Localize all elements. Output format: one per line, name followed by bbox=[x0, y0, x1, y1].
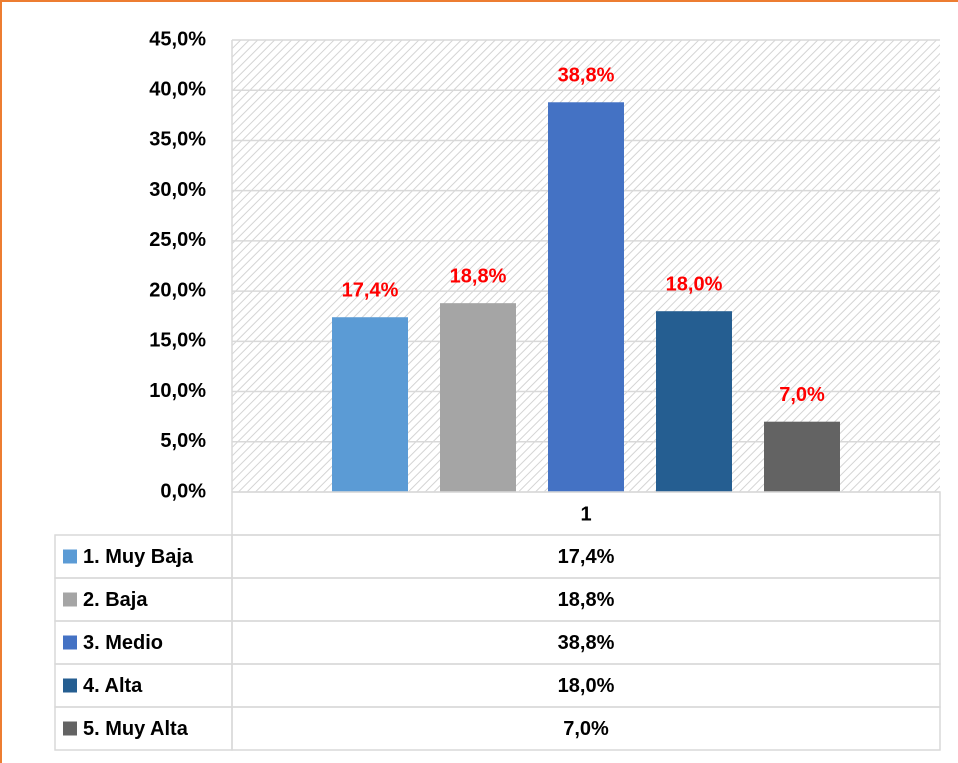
table-value: 38,8% bbox=[558, 632, 615, 654]
bar bbox=[656, 311, 732, 492]
y-tick-label: 10,0% bbox=[149, 380, 206, 402]
y-tick-label: 15,0% bbox=[149, 330, 206, 352]
bar bbox=[332, 317, 408, 492]
y-tick-label: 0,0% bbox=[160, 480, 206, 502]
legend-key bbox=[63, 549, 77, 564]
y-tick-label: 40,0% bbox=[149, 79, 206, 101]
legend-key bbox=[63, 721, 77, 736]
bar bbox=[548, 102, 624, 492]
y-tick-label: 5,0% bbox=[160, 430, 206, 452]
table-value: 18,0% bbox=[558, 675, 615, 697]
data-label: 18,0% bbox=[666, 273, 723, 295]
y-tick-label: 25,0% bbox=[149, 229, 206, 251]
data-label: 17,4% bbox=[342, 280, 399, 302]
legend-label: 4. Alta bbox=[83, 675, 143, 697]
data-label: 18,8% bbox=[450, 265, 507, 287]
legend-label: 1. Muy Baja bbox=[83, 546, 194, 568]
table-value: 18,8% bbox=[558, 589, 615, 611]
table-value: 17,4% bbox=[558, 546, 615, 568]
y-tick-label: 45,0% bbox=[149, 28, 206, 50]
y-tick-label: 30,0% bbox=[149, 179, 206, 201]
legend-key bbox=[63, 635, 77, 650]
y-tick-label: 20,0% bbox=[149, 279, 206, 301]
bar bbox=[440, 303, 516, 492]
x-tick-label: 1 bbox=[580, 503, 591, 525]
data-label: 38,8% bbox=[558, 65, 615, 87]
table-value: 7,0% bbox=[563, 718, 609, 740]
bar bbox=[764, 421, 840, 492]
y-tick-label: 35,0% bbox=[149, 129, 206, 151]
legend-label: 2. Baja bbox=[83, 589, 148, 611]
legend-key bbox=[63, 592, 77, 607]
legend-key bbox=[63, 678, 77, 693]
data-label: 7,0% bbox=[779, 384, 825, 406]
legend-label: 5. Muy Alta bbox=[83, 718, 189, 740]
table-name-cell bbox=[54, 663, 233, 708]
legend-label: 3. Medio bbox=[83, 632, 163, 654]
table-value-cell bbox=[231, 706, 941, 751]
